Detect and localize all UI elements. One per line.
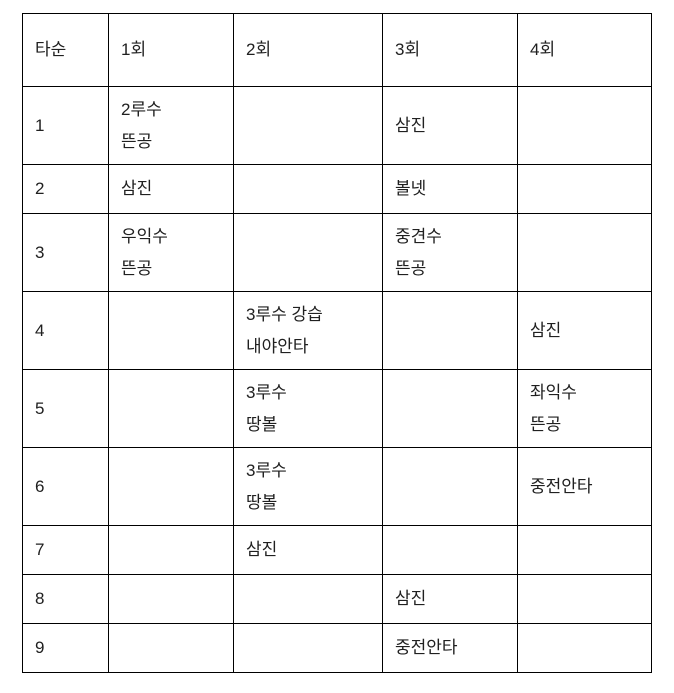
column-header-4: 4회: [517, 13, 652, 87]
batting-order-cell: 3: [22, 213, 109, 292]
column-header-0: 타순: [22, 13, 109, 87]
batting-order-cell: 1: [22, 86, 109, 165]
table-row-1: 1 2루수 뜬공 삼진: [22, 86, 652, 165]
inning-4-cell: [517, 164, 652, 214]
inning-4-cell: 중전안타: [517, 447, 652, 526]
inning-4-cell: [517, 86, 652, 165]
inning-4-cell: [517, 525, 652, 575]
table-row-5: 5 3루수 땅볼 좌익수 뜬공: [22, 369, 652, 448]
inning-2-cell: 3루수 땅볼: [233, 369, 383, 448]
inning-1-cell: [108, 369, 234, 448]
inning-1-cell: 우익수 뜬공: [108, 213, 234, 292]
inning-1-cell: [108, 291, 234, 370]
inning-3-cell: [382, 291, 518, 370]
batting-order-cell: 9: [22, 623, 109, 673]
inning-3-cell: [382, 525, 518, 575]
inning-4-cell: [517, 574, 652, 624]
inning-4-cell: 좌익수 뜬공: [517, 369, 652, 448]
batting-order-cell: 6: [22, 447, 109, 526]
inning-2-cell: 3루수 땅볼: [233, 447, 383, 526]
inning-1-cell: [108, 623, 234, 673]
inning-2-cell: [233, 213, 383, 292]
table-row-2: 2 삼진 볼넷: [22, 164, 652, 214]
inning-2-cell: [233, 164, 383, 214]
inning-4-cell: 삼진: [517, 291, 652, 370]
column-header-1: 1회: [108, 13, 234, 87]
inning-3-cell: [382, 447, 518, 526]
inning-2-cell: [233, 86, 383, 165]
table-row-9: 9 중전안타: [22, 623, 652, 673]
inning-4-cell: [517, 623, 652, 673]
inning-3-cell: 볼넷: [382, 164, 518, 214]
table-row-8: 8 삼진: [22, 574, 652, 624]
batting-result-table: 타순 1회 2회 3회 4회 1 2루수 뜬공 삼진 2 삼진 볼넷 3 우익수 뜬공 중견수 뜬공 4 3…: [22, 13, 652, 673]
batting-order-cell: 2: [22, 164, 109, 214]
table-row-6: 6 3루수 땅볼 중전안타: [22, 447, 652, 526]
inning-3-cell: [382, 369, 518, 448]
inning-3-cell: 중전안타: [382, 623, 518, 673]
inning-2-cell: [233, 574, 383, 624]
inning-3-cell: 삼진: [382, 574, 518, 624]
batting-order-cell: 7: [22, 525, 109, 575]
inning-2-cell: 삼진: [233, 525, 383, 575]
batting-order-cell: 4: [22, 291, 109, 370]
inning-2-cell: 3루수 강습 내야안타: [233, 291, 383, 370]
batting-order-cell: 5: [22, 369, 109, 448]
header-row: 타순 1회 2회 3회 4회: [22, 13, 652, 87]
inning-1-cell: [108, 447, 234, 526]
table-row-4: 4 3루수 강습 내야안타 삼진: [22, 291, 652, 370]
inning-1-cell: [108, 574, 234, 624]
table-row-7: 7 삼진: [22, 525, 652, 575]
inning-4-cell: [517, 213, 652, 292]
inning-2-cell: [233, 623, 383, 673]
inning-1-cell: [108, 525, 234, 575]
inning-3-cell: 중견수 뜬공: [382, 213, 518, 292]
inning-3-cell: 삼진: [382, 86, 518, 165]
column-header-2: 2회: [233, 13, 383, 87]
inning-1-cell: 2루수 뜬공: [108, 86, 234, 165]
batting-order-cell: 8: [22, 574, 109, 624]
table-row-3: 3 우익수 뜬공 중견수 뜬공: [22, 213, 652, 292]
inning-1-cell: 삼진: [108, 164, 234, 214]
column-header-3: 3회: [382, 13, 518, 87]
